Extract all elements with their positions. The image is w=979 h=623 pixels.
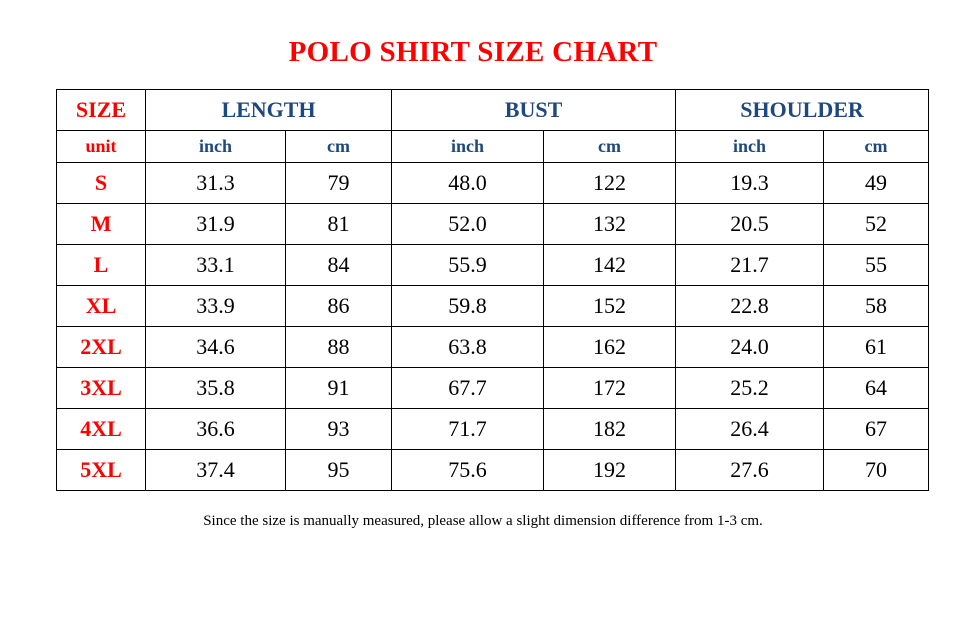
unit-cell: inch — [675, 130, 825, 163]
value-cell: 34.6 — [145, 326, 286, 368]
value-cell: 93 — [284, 408, 393, 450]
value-cell: 84 — [284, 244, 393, 286]
value-cell: 63.8 — [391, 326, 545, 368]
value-cell: 24.0 — [675, 326, 825, 368]
value-cell: 37.4 — [145, 449, 286, 491]
value-cell: 70 — [823, 449, 930, 491]
value-cell: 33.1 — [145, 244, 286, 286]
value-cell: 52 — [823, 203, 930, 245]
value-cell: 35.8 — [145, 367, 286, 409]
value-cell: 58 — [823, 285, 930, 327]
size-label: 5XL — [56, 449, 146, 491]
length-header: LENGTH — [144, 89, 393, 131]
shoulder-header: SHOULDER — [675, 89, 930, 131]
unit-cell: inch — [391, 130, 545, 163]
size-label: S — [56, 162, 146, 204]
unit-row: unit inch cm inch cm inch cm — [56, 130, 930, 163]
value-cell: 64 — [823, 367, 930, 409]
value-cell: 91 — [284, 367, 393, 409]
size-label: 2XL — [56, 326, 146, 368]
value-cell: 86 — [284, 285, 393, 327]
size-label: M — [56, 203, 146, 245]
value-cell: 21.7 — [675, 244, 825, 286]
table-row: L 33.1 84 55.9 142 21.7 55 — [56, 244, 930, 286]
size-label: 4XL — [56, 408, 146, 450]
value-cell: 95 — [284, 449, 393, 491]
value-cell: 19.3 — [675, 162, 825, 204]
value-cell: 59.8 — [391, 285, 545, 327]
value-cell: 52.0 — [391, 203, 545, 245]
value-cell: 182 — [543, 408, 677, 450]
size-chart-table: SIZE LENGTH BUST SHOULDER unit inch cm i… — [56, 89, 930, 491]
value-cell: 26.4 — [675, 408, 825, 450]
table-row: 2XL 34.6 88 63.8 162 24.0 61 — [56, 326, 930, 368]
value-cell: 75.6 — [391, 449, 545, 491]
table-row: 4XL 36.6 93 71.7 182 26.4 67 — [56, 408, 930, 450]
value-cell: 71.7 — [391, 408, 545, 450]
value-cell: 81 — [284, 203, 393, 245]
table-row: XL 33.9 86 59.8 152 22.8 58 — [56, 285, 930, 327]
value-cell: 67.7 — [391, 367, 545, 409]
value-cell: 25.2 — [675, 367, 825, 409]
unit-cell: inch — [145, 130, 286, 163]
value-cell: 31.9 — [145, 203, 286, 245]
value-cell: 88 — [284, 326, 393, 368]
size-label: XL — [56, 285, 146, 327]
size-label: L — [56, 244, 146, 286]
value-cell: 27.6 — [675, 449, 825, 491]
value-cell: 67 — [823, 408, 930, 450]
page-title: POLO SHIRT SIZE CHART — [288, 36, 658, 68]
value-cell: 162 — [543, 326, 677, 368]
unit-cell: cm — [823, 130, 930, 163]
value-cell: 20.5 — [675, 203, 825, 245]
header-row: SIZE LENGTH BUST SHOULDER — [56, 89, 930, 131]
table-row: 5XL 37.4 95 75.6 192 27.6 70 — [56, 449, 930, 491]
value-cell: 142 — [543, 244, 677, 286]
bust-header: BUST — [391, 89, 677, 131]
value-cell: 36.6 — [145, 408, 286, 450]
value-cell: 55 — [823, 244, 930, 286]
unit-cell: cm — [543, 130, 677, 163]
value-cell: 79 — [284, 162, 393, 204]
footnote: Since the size is manually measured, ple… — [203, 513, 763, 529]
value-cell: 132 — [543, 203, 677, 245]
value-cell: 55.9 — [391, 244, 545, 286]
value-cell: 152 — [543, 285, 677, 327]
value-cell: 49 — [823, 162, 930, 204]
value-cell: 192 — [543, 449, 677, 491]
value-cell: 33.9 — [145, 285, 286, 327]
unit-cell: cm — [284, 130, 393, 163]
table-row: M 31.9 81 52.0 132 20.5 52 — [56, 203, 930, 245]
size-label: 3XL — [56, 367, 146, 409]
table-row: 3XL 35.8 91 67.7 172 25.2 64 — [56, 367, 930, 409]
value-cell: 22.8 — [675, 285, 825, 327]
table-row: S 31.3 79 48.0 122 19.3 49 — [56, 162, 930, 204]
value-cell: 61 — [823, 326, 930, 368]
value-cell: 48.0 — [391, 162, 545, 204]
value-cell: 31.3 — [145, 162, 286, 204]
unit-label: unit — [56, 130, 146, 163]
value-cell: 172 — [543, 367, 677, 409]
size-header: SIZE — [56, 89, 146, 131]
value-cell: 122 — [543, 162, 677, 204]
